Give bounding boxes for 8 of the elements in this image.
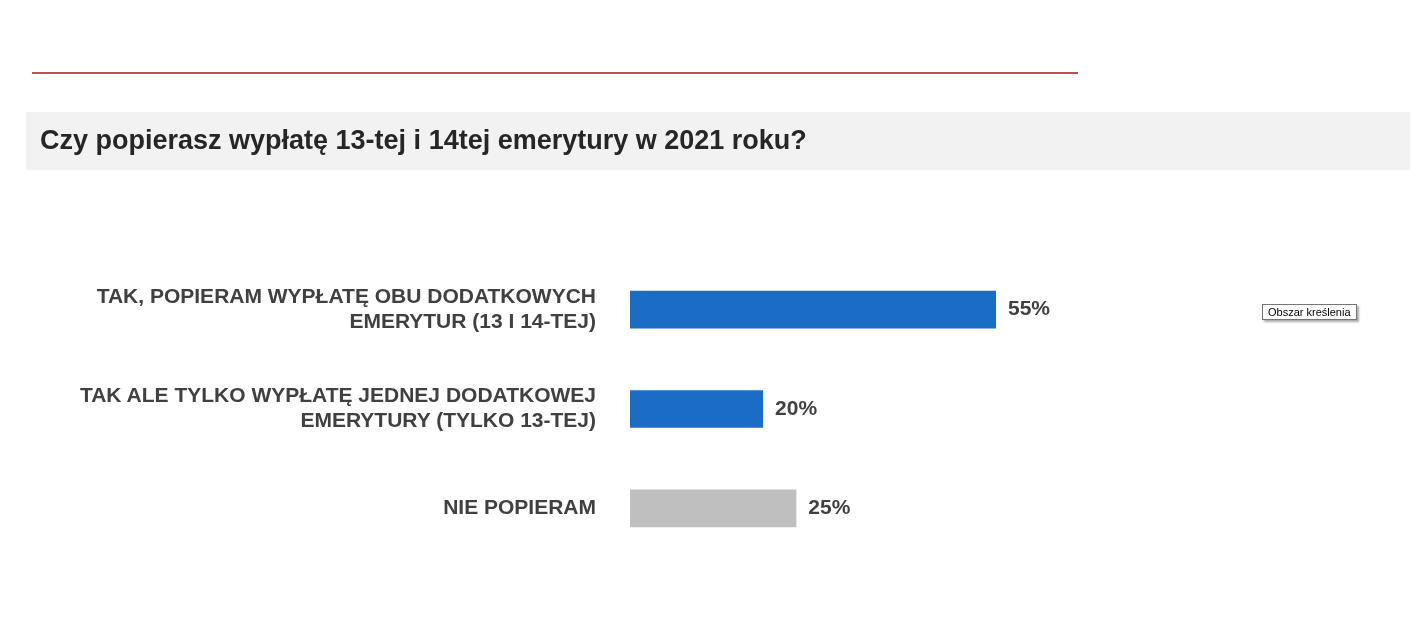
chart-title: Czy popierasz wypłatę 13-tej i 14tej emerytury w 2021 roku?: [40, 125, 807, 156]
data-label: 25%: [808, 495, 851, 519]
y-tick-label: TAK ALE TYLKO WYPŁATĘ JEDNEJ DODATKOWEJ EMERYTURY (TYLKO 13-TEJ): [79, 383, 596, 432]
data-label: 20%: [775, 395, 818, 419]
text: Obszar kreślenia: [1262, 304, 1357, 320]
y-tick-label: TAK, POPIERAM WYPŁATĘ OBU DODATKOWYCH EMERYTUR (13 I 14-TEJ): [96, 283, 596, 333]
y-tick-label: NIE POPIERAM: [443, 495, 596, 519]
data-label: 55%: [1008, 296, 1051, 320]
